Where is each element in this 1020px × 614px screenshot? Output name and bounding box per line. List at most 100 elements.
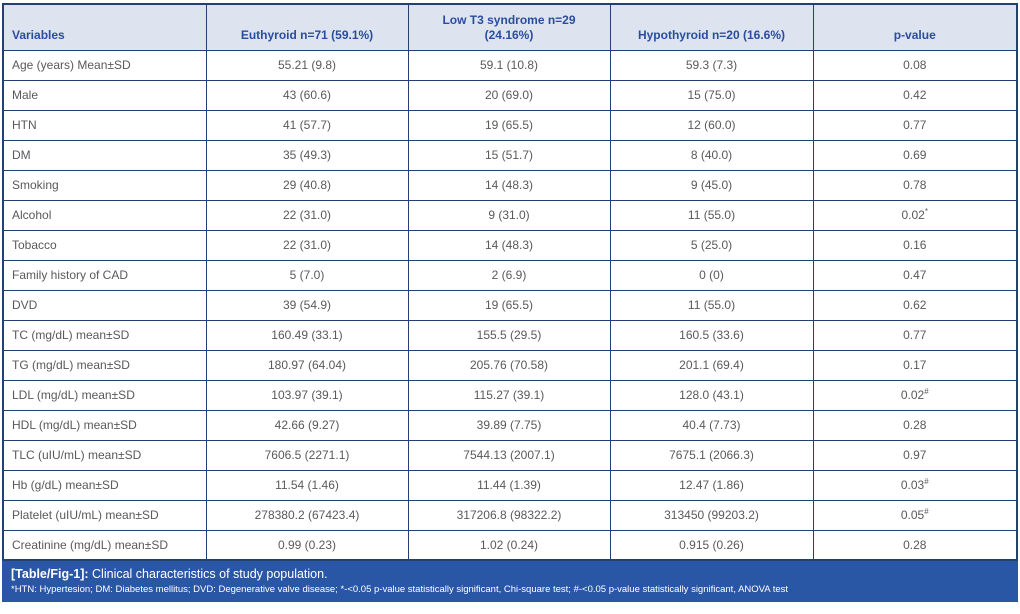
value-cell: 5 (7.0) — [205, 259, 409, 291]
value-cell: 201.1 (69.4) — [609, 349, 814, 381]
table-row: Platelet (uIU/mL) mean±SD 278380.2 (67423… — [2, 499, 1018, 531]
caption-bar: [Table/Fig-1]: Clinical characteristics … — [2, 561, 1018, 602]
p-value-cell: 0.28 — [812, 529, 1018, 561]
value-cell: 14 (48.3) — [407, 169, 611, 201]
header-low-t3: Low T3 syndrome n=29 (24.16%) — [407, 3, 611, 51]
row-label-cell: Hb (g/dL) mean±SD — [2, 469, 207, 501]
p-value-cell: 0.17 — [812, 349, 1018, 381]
p-value-significance-marker: # — [924, 507, 929, 516]
p-value-cell: 0.47 — [812, 259, 1018, 291]
value-cell: 39.89 (7.75) — [407, 409, 611, 441]
table-row: Family history of CAD 5 (7.0) 2 (6.9) 0 (0)… — [2, 259, 1018, 291]
value-cell: 41 (57.7) — [205, 109, 409, 141]
value-cell: 20 (69.0) — [407, 79, 611, 111]
table-caption-text: Clinical characteristics of study popula… — [92, 567, 328, 581]
value-cell: 42.66 (9.27) — [205, 409, 409, 441]
row-label-cell: TG (mg/dL) mean±SD — [2, 349, 207, 381]
table-row: HDL (mg/dL) mean±SD 42.66 (9.27) 39.89 (7.… — [2, 409, 1018, 441]
header-p-value-label: p-value — [893, 27, 936, 42]
header-low-t3-label: Low T3 syndrome n=29 (24.16%) — [442, 12, 576, 42]
table-caption: [Table/Fig-1]: Clinical characteristics … — [11, 566, 1009, 582]
p-value-cell: 0.69 — [812, 139, 1018, 171]
table-row: Tobacco 22 (31.0) 14 (48.3) 5 (25.0) 0.16 — [2, 229, 1018, 261]
table-row: Age (years) Mean±SD 55.21 (9.8) 59.1 (10.8… — [2, 49, 1018, 81]
value-cell: 0.915 (0.26) — [609, 529, 814, 561]
value-cell: 7606.5 (2271.1) — [205, 439, 409, 471]
value-cell: 12 (60.0) — [609, 109, 814, 141]
value-cell: 29 (40.8) — [205, 169, 409, 201]
table-row: HTN 41 (57.7) 19 (65.5) 12 (60.0) 0.77 — [2, 109, 1018, 141]
value-cell: 313450 (99203.2) — [609, 499, 814, 531]
row-label-cell: TC (mg/dL) mean±SD — [2, 319, 207, 351]
value-cell: 128.0 (43.1) — [609, 379, 814, 411]
value-cell: 22 (31.0) — [205, 199, 409, 231]
value-cell: 43 (60.6) — [205, 79, 409, 111]
table-row: Smoking 29 (40.8) 14 (48.3) 9 (45.0) 0.78 — [2, 169, 1018, 201]
value-cell: 1.02 (0.24) — [407, 529, 611, 561]
row-label-cell: Creatinine (mg/dL) mean±SD — [2, 529, 207, 561]
value-cell: 8 (40.0) — [609, 139, 814, 171]
header-variables: Variables — [2, 3, 207, 51]
table-row: TC (mg/dL) mean±SD 160.49 (33.1) 155.5 (29… — [2, 319, 1018, 351]
value-cell: 0 (0) — [609, 259, 814, 291]
row-label-cell: Age (years) Mean±SD — [2, 49, 207, 81]
value-cell: 14 (48.3) — [407, 229, 611, 261]
row-label-cell: DM — [2, 139, 207, 171]
value-cell: 5 (25.0) — [609, 229, 814, 261]
row-label-cell: HDL (mg/dL) mean±SD — [2, 409, 207, 441]
table-row: Male 43 (60.6) 20 (69.0) 15 (75.0) 0.42 — [2, 79, 1018, 111]
row-label-cell: Alcohol — [2, 199, 207, 231]
value-cell: 15 (51.7) — [407, 139, 611, 171]
value-cell: 160.49 (33.1) — [205, 319, 409, 351]
value-cell: 155.5 (29.5) — [407, 319, 611, 351]
row-label-cell: HTN — [2, 109, 207, 141]
value-cell: 0.99 (0.23) — [205, 529, 409, 561]
value-cell: 39 (54.9) — [205, 289, 409, 321]
header-hypothyroid-label: Hypothyroid n=20 (16.6%) — [637, 27, 786, 42]
value-cell: 59.3 (7.3) — [609, 49, 814, 81]
table-row: TLC (uIU/mL) mean±SD 7606.5 (2271.1) 7544.… — [2, 439, 1018, 471]
value-cell: 11 (55.0) — [609, 199, 814, 231]
p-value-significance-marker: * — [924, 207, 928, 216]
row-label-cell: DVD — [2, 289, 207, 321]
value-cell: 180.97 (64.04) — [205, 349, 409, 381]
value-cell: 19 (65.5) — [407, 109, 611, 141]
table-footnote: *HTN: Hypertesion; DM: Diabetes mellitus… — [11, 584, 789, 596]
value-cell: 11 (55.0) — [609, 289, 814, 321]
p-value-cell: 0.02* — [812, 199, 1018, 231]
value-cell: 115.27 (39.1) — [407, 379, 611, 411]
p-value-cell: 0.03# — [812, 469, 1018, 501]
value-cell: 9 (45.0) — [609, 169, 814, 201]
header-euthyroid: Euthyroid n=71 (59.1%) — [205, 3, 409, 51]
table-row: Alcohol 22 (31.0) 9 (31.0) 11 (55.0) 0.02* — [2, 199, 1018, 231]
p-value-cell: 0.28 — [812, 409, 1018, 441]
value-cell: 160.5 (33.6) — [609, 319, 814, 351]
value-cell: 205.76 (70.58) — [407, 349, 611, 381]
row-label-cell: LDL (mg/dL) mean±SD — [2, 379, 207, 411]
row-label-cell: Platelet (uIU/mL) mean±SD — [2, 499, 207, 531]
table-row: Hb (g/dL) mean±SD 11.54 (1.46) 11.44 (1.39… — [2, 469, 1018, 501]
value-cell: 19 (65.5) — [407, 289, 611, 321]
value-cell: 317206.8 (98322.2) — [407, 499, 611, 531]
p-value-cell: 0.16 — [812, 229, 1018, 261]
header-euthyroid-label: Euthyroid n=71 (59.1%) — [240, 27, 374, 42]
p-value-cell: 0.05# — [812, 499, 1018, 531]
value-cell: 11.44 (1.39) — [407, 469, 611, 501]
p-value-significance-marker: # — [924, 477, 929, 486]
header-row: Variables Euthyroid n=71 (59.1%) Low T3 … — [2, 3, 1018, 51]
value-cell: 2 (6.9) — [407, 259, 611, 291]
p-value-cell: 0.78 — [812, 169, 1018, 201]
table-row: TG (mg/dL) mean±SD 180.97 (64.04) 205.76 (… — [2, 349, 1018, 381]
p-value-cell: 0.77 — [812, 109, 1018, 141]
value-cell: 15 (75.0) — [609, 79, 814, 111]
value-cell: 103.97 (39.1) — [205, 379, 409, 411]
table-body: Age (years) Mean±SD 55.21 (9.8) 59.1 (10.8… — [2, 49, 1018, 561]
header-hypothyroid: Hypothyroid n=20 (16.6%) — [609, 3, 814, 51]
table-row: LDL (mg/dL) mean±SD 103.97 (39.1) 115.27 (… — [2, 379, 1018, 411]
row-label-cell: Tobacco — [2, 229, 207, 261]
table-row: DVD 39 (54.9) 19 (65.5) 11 (55.0) 0.62 — [2, 289, 1018, 321]
value-cell: 278380.2 (67423.4) — [205, 499, 409, 531]
value-cell: 59.1 (10.8) — [407, 49, 611, 81]
value-cell: 11.54 (1.46) — [205, 469, 409, 501]
row-label-cell: Family history of CAD — [2, 259, 207, 291]
